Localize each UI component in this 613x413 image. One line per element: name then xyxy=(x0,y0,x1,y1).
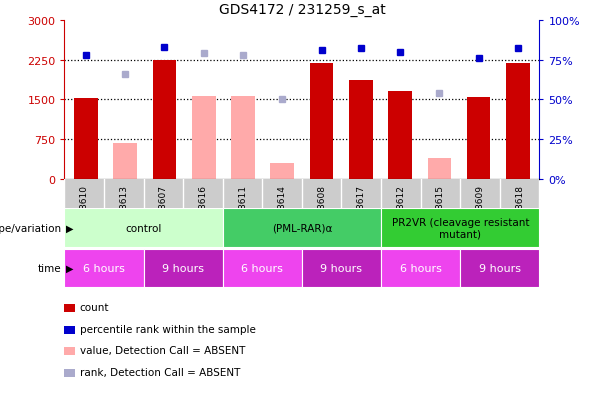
Bar xyxy=(64,250,143,287)
Text: GSM538610: GSM538610 xyxy=(80,184,89,239)
Text: ▶: ▶ xyxy=(66,223,74,233)
Text: value, Detection Call = ABSENT: value, Detection Call = ABSENT xyxy=(80,346,245,356)
Bar xyxy=(506,64,530,180)
Bar xyxy=(223,250,302,287)
Text: GSM538615: GSM538615 xyxy=(436,184,445,239)
Text: 6 hours: 6 hours xyxy=(242,263,283,273)
Bar xyxy=(310,64,333,180)
Title: GDS4172 / 231259_s_at: GDS4172 / 231259_s_at xyxy=(218,3,386,17)
Text: rank, Detection Call = ABSENT: rank, Detection Call = ABSENT xyxy=(80,367,240,377)
Bar xyxy=(143,250,223,287)
Text: GSM538612: GSM538612 xyxy=(397,184,405,239)
Bar xyxy=(381,250,460,287)
Bar xyxy=(192,97,216,180)
Text: 9 hours: 9 hours xyxy=(479,263,521,273)
Text: 6 hours: 6 hours xyxy=(83,263,125,273)
Text: PR2VR (cleavage resistant
mutant): PR2VR (cleavage resistant mutant) xyxy=(392,217,529,239)
Text: GSM538608: GSM538608 xyxy=(317,184,326,239)
Text: 9 hours: 9 hours xyxy=(321,263,362,273)
Text: GSM538617: GSM538617 xyxy=(357,184,366,239)
Text: GSM538609: GSM538609 xyxy=(476,184,484,239)
Bar xyxy=(223,209,381,248)
Text: GSM538616: GSM538616 xyxy=(199,184,207,239)
Bar xyxy=(153,60,177,180)
Text: GSM538611: GSM538611 xyxy=(238,184,247,239)
Text: ▶: ▶ xyxy=(66,263,74,273)
Bar xyxy=(302,250,381,287)
Bar xyxy=(74,99,97,180)
Bar xyxy=(270,163,294,180)
Text: GSM538614: GSM538614 xyxy=(278,184,287,239)
Bar xyxy=(427,159,451,180)
Text: count: count xyxy=(80,303,109,313)
Text: 6 hours: 6 hours xyxy=(400,263,441,273)
Bar xyxy=(113,144,137,180)
Bar xyxy=(381,209,539,248)
Text: percentile rank within the sample: percentile rank within the sample xyxy=(80,324,256,334)
Bar xyxy=(64,209,223,248)
Bar xyxy=(388,92,412,180)
Text: GSM538607: GSM538607 xyxy=(159,184,168,239)
Bar xyxy=(231,97,255,180)
Text: control: control xyxy=(125,223,162,233)
Text: GSM538618: GSM538618 xyxy=(515,184,524,239)
Bar xyxy=(467,98,490,180)
Bar xyxy=(349,81,373,180)
Text: GSM538613: GSM538613 xyxy=(120,184,128,239)
Text: genotype/variation: genotype/variation xyxy=(0,223,61,233)
Text: (PML-RAR)α: (PML-RAR)α xyxy=(272,223,332,233)
Text: time: time xyxy=(37,263,61,273)
Text: 9 hours: 9 hours xyxy=(162,263,204,273)
Bar xyxy=(460,250,539,287)
